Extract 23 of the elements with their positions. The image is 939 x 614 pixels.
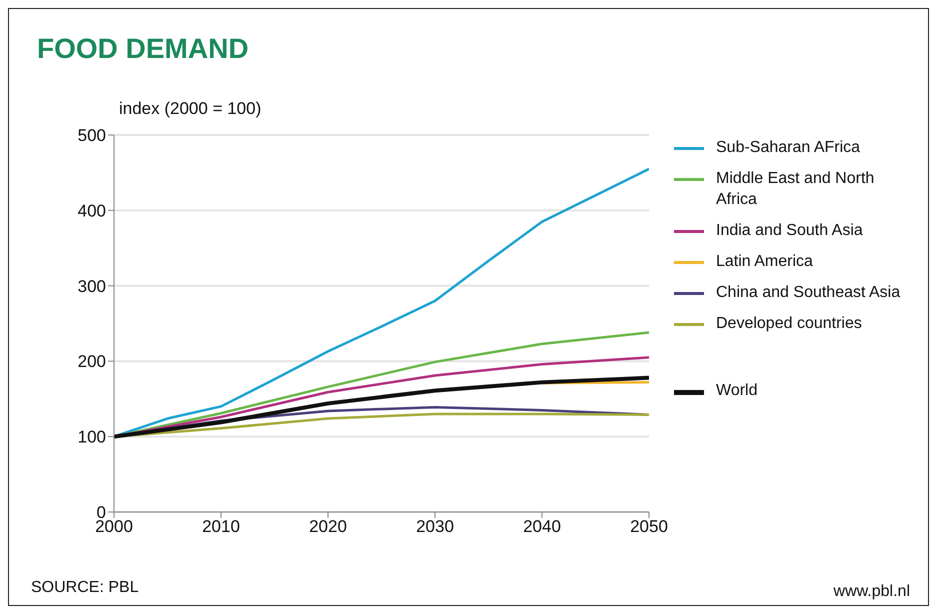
line-series bbox=[114, 376, 649, 439]
x-tick-label: 2030 bbox=[416, 517, 454, 536]
y-tick-label: 500 bbox=[78, 126, 106, 146]
legend-label: Latin America bbox=[716, 252, 814, 272]
legend-label: World bbox=[716, 381, 758, 401]
chart-title: FOOD DEMAND bbox=[37, 33, 249, 65]
x-tick-label: 2050 bbox=[630, 517, 668, 536]
legend-label: Sub-Saharan AFrica bbox=[716, 138, 862, 158]
x-tick-label: 2040 bbox=[523, 517, 561, 536]
legend-label: Middle East and North Africa bbox=[716, 169, 876, 210]
legend-label: India and South Asia bbox=[716, 221, 864, 241]
y-tick-label: 300 bbox=[78, 276, 106, 296]
y-tick-label: 200 bbox=[78, 352, 106, 372]
legend-label: Developed countries bbox=[716, 314, 863, 334]
text: www.pbl.nl bbox=[834, 583, 910, 601]
y-axis-title: index (2000 = 100) bbox=[119, 99, 262, 119]
legend-label: China and Southeast Asia bbox=[716, 283, 902, 303]
source-note: SOURCE: PBL bbox=[31, 579, 139, 597]
x-tick-label: 2020 bbox=[309, 517, 347, 536]
x-tick-label: 2000 bbox=[95, 517, 133, 536]
y-tick-label: 100 bbox=[78, 428, 106, 447]
x-tick-label: 2010 bbox=[202, 517, 240, 536]
y-tick-label: 400 bbox=[78, 201, 106, 220]
